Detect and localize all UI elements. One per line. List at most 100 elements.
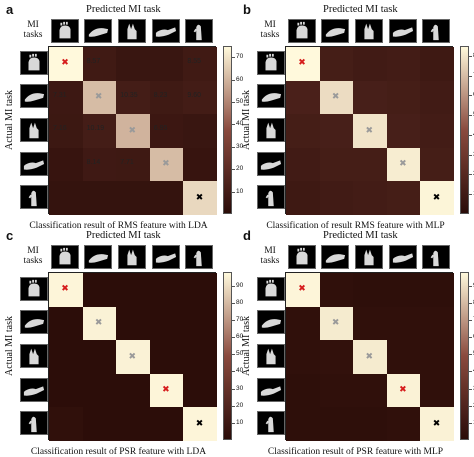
colorbar-tickmark [469, 55, 472, 57]
hand-fingers-icon [118, 19, 146, 43]
colorbar-tick-label: 10 [236, 418, 244, 426]
colorbar-tickmark [469, 302, 472, 304]
matrix-cell [319, 181, 354, 215]
colorbar-tickmark [469, 194, 472, 196]
matrix-cell [149, 181, 184, 215]
cell-value-label: 7.71 [120, 158, 134, 166]
matrix-cell [420, 147, 454, 182]
hand-flat-icon [257, 310, 285, 335]
matrix-cell [319, 47, 354, 81]
hand-side-icon [20, 377, 48, 402]
panel-caption: Classification result of PSR feature wit… [267, 447, 444, 457]
matrix-cell [353, 373, 387, 408]
matrix-cell [386, 273, 421, 307]
matrix-cell [49, 373, 83, 408]
matrix-cell [319, 80, 354, 115]
matrix-cell [183, 181, 217, 215]
hand-fingers-icon [257, 118, 285, 142]
hand-flat-icon [257, 84, 285, 109]
matrix-cell [319, 306, 354, 341]
matrix-cell [386, 80, 421, 115]
cell-value-label: 10.35 [120, 91, 138, 99]
matrix-cell [183, 273, 217, 307]
matrix-cell [286, 273, 320, 307]
panel-letter: b [243, 2, 251, 17]
matrix-cell [353, 306, 387, 341]
colorbar [460, 46, 469, 214]
hand-open-icon [257, 50, 285, 75]
colorbar-tick-label: 60 [236, 333, 244, 341]
diagonal-marker: ✖ [365, 351, 374, 362]
hand-side-icon [151, 245, 180, 269]
colorbar-tick-label: 40 [236, 367, 244, 375]
matrix-cell [116, 181, 150, 215]
matrix-cell [319, 340, 354, 374]
hand-side-icon [388, 19, 417, 43]
matrix-cell [353, 340, 387, 374]
colorbar-tickmark [469, 115, 472, 117]
matrix-cell [286, 373, 320, 408]
colorbar-tickmark [469, 422, 472, 424]
actual-task-label: Actual MI task [241, 90, 252, 150]
hand-open-icon [257, 276, 285, 301]
predicted-task-title: Predicted MI task [86, 230, 161, 241]
hand-side-icon [151, 19, 180, 43]
matrix-cell: 7.16 [49, 114, 83, 148]
diagonal-marker: ✖ [128, 125, 137, 136]
colorbar-tickmark [469, 95, 472, 97]
matrix-cell [353, 80, 387, 115]
hand-point-icon [422, 245, 451, 269]
matrix-cell [386, 407, 421, 441]
diagonal-marker: ✖ [61, 58, 69, 69]
hand-point-icon [257, 185, 285, 210]
diagonal-marker: ✖ [128, 351, 137, 362]
hand-fingers-icon [257, 344, 285, 368]
panel-letter: c [6, 228, 14, 243]
matrix-cell [49, 47, 83, 81]
matrix-cell [149, 407, 184, 441]
diagonal-marker: ✖ [195, 418, 204, 429]
matrix-cell [82, 80, 117, 115]
hand-fingers-icon [355, 245, 383, 269]
matrix-cell [116, 47, 150, 81]
hand-flat-icon [84, 245, 113, 269]
matrix-cell [286, 47, 320, 81]
panel-letter: d [243, 228, 251, 243]
cell-value-label: 7.16 [53, 125, 67, 133]
matrix-cell [286, 181, 320, 215]
matrix-cell [420, 306, 454, 341]
matrix-cell [420, 340, 454, 374]
matrix-cell [386, 147, 421, 182]
panel-caption: Classification result of PSR feature wit… [30, 447, 207, 457]
matrix-cell [183, 373, 217, 408]
diagonal-marker: ✖ [331, 317, 340, 328]
colorbar-tickmark [469, 405, 472, 407]
matrix-cell [286, 306, 320, 341]
matrix-cell [420, 80, 454, 115]
matrix-cell [183, 147, 217, 182]
confusion-matrix: ✖ ✖ ✖ ✖ ✖ [285, 272, 454, 441]
colorbar-tick-label: 30 [236, 384, 244, 392]
colorbar-tick-label: 70 [236, 53, 244, 61]
hand-fingers-icon [20, 344, 48, 368]
colorbar-tickmark [469, 354, 472, 356]
matrix-cell: 8.57 [82, 47, 117, 81]
matrix-cell [116, 373, 150, 408]
colorbar-tickmark [232, 354, 235, 356]
colorbar [460, 272, 469, 440]
matrix-cell: 7.71 [116, 147, 150, 182]
cell-value-label: 8.55 [187, 58, 202, 65]
diagonal-marker: ✖ [331, 91, 340, 102]
colorbar-tickmark [469, 371, 472, 373]
cell-value-label: 10.19 [86, 125, 105, 133]
matrix-cell [286, 340, 320, 374]
matrix-cell [82, 407, 117, 441]
hand-flat-icon [321, 245, 350, 269]
diagonal-marker: ✖ [61, 284, 69, 295]
matrix-cell: 10.19 [82, 114, 117, 148]
matrix-cell [149, 147, 184, 182]
colorbar-tickmark [469, 174, 472, 176]
colorbar-tickmark [232, 337, 235, 339]
diagonal-marker: ✖ [94, 317, 103, 328]
matrix-cell: 7.31 [49, 80, 83, 115]
